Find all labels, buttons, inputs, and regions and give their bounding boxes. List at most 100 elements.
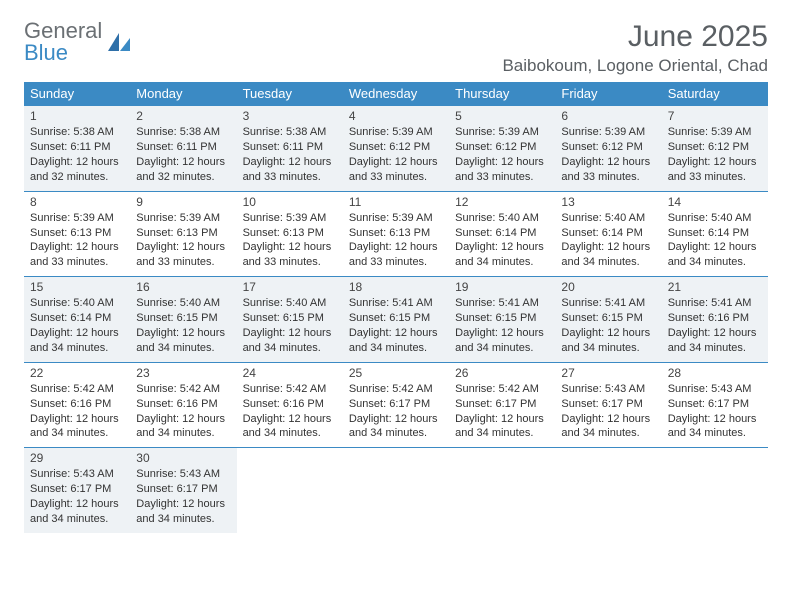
day-number: 21 [668,279,762,295]
weekday-header: Saturday [662,82,768,106]
daylight-text: Daylight: 12 hours [455,240,549,255]
daylight-text: and 33 minutes. [30,255,124,270]
day-number: 8 [30,194,124,210]
weekday-header: Friday [555,82,661,106]
sunset-text: Sunset: 6:14 PM [455,226,549,241]
calendar-day-cell: 9Sunrise: 5:39 AMSunset: 6:13 PMDaylight… [130,191,236,277]
sunset-text: Sunset: 6:15 PM [455,311,549,326]
location-subtitle: Baibokoum, Logone Oriental, Chad [502,56,768,76]
daylight-text: Daylight: 12 hours [30,497,124,512]
logo-word-blue: Blue [24,40,68,65]
day-number: 1 [30,108,124,124]
day-number: 2 [136,108,230,124]
sunrise-text: Sunrise: 5:39 AM [349,211,443,226]
daylight-text: Daylight: 12 hours [668,155,762,170]
daylight-text: and 33 minutes. [668,170,762,185]
day-number: 14 [668,194,762,210]
sunset-text: Sunset: 6:12 PM [455,140,549,155]
calendar-week-row: 15Sunrise: 5:40 AMSunset: 6:14 PMDayligh… [24,277,768,363]
sunset-text: Sunset: 6:17 PM [561,397,655,412]
day-number: 29 [30,450,124,466]
daylight-text: Daylight: 12 hours [136,497,230,512]
daylight-text: Daylight: 12 hours [243,326,337,341]
logo-text: General Blue [24,20,102,64]
day-number: 6 [561,108,655,124]
daylight-text: and 34 minutes. [243,341,337,356]
sunset-text: Sunset: 6:16 PM [136,397,230,412]
daylight-text: and 34 minutes. [349,341,443,356]
daylight-text: and 34 minutes. [136,426,230,441]
daylight-text: and 34 minutes. [136,341,230,356]
sunset-text: Sunset: 6:16 PM [243,397,337,412]
day-number: 17 [243,279,337,295]
daylight-text: and 34 minutes. [668,341,762,356]
sunset-text: Sunset: 6:17 PM [668,397,762,412]
sunset-text: Sunset: 6:14 PM [668,226,762,241]
daylight-text: Daylight: 12 hours [243,412,337,427]
sunrise-text: Sunrise: 5:38 AM [243,125,337,140]
calendar-week-row: 8Sunrise: 5:39 AMSunset: 6:13 PMDaylight… [24,191,768,277]
sunset-text: Sunset: 6:17 PM [30,482,124,497]
sunrise-text: Sunrise: 5:42 AM [136,382,230,397]
sunset-text: Sunset: 6:15 PM [561,311,655,326]
day-number: 3 [243,108,337,124]
calendar-day-cell [237,448,343,533]
day-number: 9 [136,194,230,210]
calendar-day-cell: 18Sunrise: 5:41 AMSunset: 6:15 PMDayligh… [343,277,449,363]
daylight-text: and 33 minutes. [561,170,655,185]
day-number: 5 [455,108,549,124]
weekday-header: Wednesday [343,82,449,106]
day-number: 18 [349,279,443,295]
sunrise-text: Sunrise: 5:42 AM [455,382,549,397]
daylight-text: Daylight: 12 hours [30,412,124,427]
calendar-day-cell: 23Sunrise: 5:42 AMSunset: 6:16 PMDayligh… [130,362,236,448]
day-number: 25 [349,365,443,381]
day-number: 7 [668,108,762,124]
sunrise-text: Sunrise: 5:41 AM [668,296,762,311]
sunrise-text: Sunrise: 5:42 AM [243,382,337,397]
daylight-text: Daylight: 12 hours [455,412,549,427]
calendar-day-cell: 25Sunrise: 5:42 AMSunset: 6:17 PMDayligh… [343,362,449,448]
sunset-text: Sunset: 6:17 PM [136,482,230,497]
daylight-text: Daylight: 12 hours [668,240,762,255]
sunrise-text: Sunrise: 5:38 AM [136,125,230,140]
day-number: 22 [30,365,124,381]
sunrise-text: Sunrise: 5:40 AM [561,211,655,226]
daylight-text: Daylight: 12 hours [30,240,124,255]
calendar-day-cell: 2Sunrise: 5:38 AMSunset: 6:11 PMDaylight… [130,106,236,192]
calendar-day-cell: 7Sunrise: 5:39 AMSunset: 6:12 PMDaylight… [662,106,768,192]
calendar-week-row: 29Sunrise: 5:43 AMSunset: 6:17 PMDayligh… [24,448,768,533]
daylight-text: Daylight: 12 hours [561,155,655,170]
sunrise-text: Sunrise: 5:40 AM [668,211,762,226]
sunrise-text: Sunrise: 5:41 AM [349,296,443,311]
sunrise-text: Sunrise: 5:39 AM [243,211,337,226]
sunset-text: Sunset: 6:11 PM [136,140,230,155]
daylight-text: Daylight: 12 hours [349,326,443,341]
daylight-text: Daylight: 12 hours [136,412,230,427]
sunrise-text: Sunrise: 5:43 AM [136,467,230,482]
daylight-text: Daylight: 12 hours [349,240,443,255]
sunset-text: Sunset: 6:17 PM [455,397,549,412]
daylight-text: and 33 minutes. [349,170,443,185]
daylight-text: Daylight: 12 hours [561,240,655,255]
sunrise-text: Sunrise: 5:41 AM [561,296,655,311]
daylight-text: Daylight: 12 hours [243,240,337,255]
sunset-text: Sunset: 6:16 PM [668,311,762,326]
daylight-text: and 32 minutes. [136,170,230,185]
sunrise-text: Sunrise: 5:39 AM [668,125,762,140]
daylight-text: and 34 minutes. [455,341,549,356]
daylight-text: Daylight: 12 hours [668,412,762,427]
calendar-day-cell: 12Sunrise: 5:40 AMSunset: 6:14 PMDayligh… [449,191,555,277]
calendar-day-cell: 1Sunrise: 5:38 AMSunset: 6:11 PMDaylight… [24,106,130,192]
calendar-day-cell: 5Sunrise: 5:39 AMSunset: 6:12 PMDaylight… [449,106,555,192]
sunset-text: Sunset: 6:15 PM [349,311,443,326]
calendar-week-row: 22Sunrise: 5:42 AMSunset: 6:16 PMDayligh… [24,362,768,448]
calendar-day-cell [343,448,449,533]
header-bar: General Blue June 2025 Baibokoum, Logone… [24,20,768,76]
daylight-text: and 33 minutes. [349,255,443,270]
daylight-text: Daylight: 12 hours [243,155,337,170]
daylight-text: Daylight: 12 hours [136,326,230,341]
sunset-text: Sunset: 6:15 PM [136,311,230,326]
daylight-text: Daylight: 12 hours [561,326,655,341]
day-number: 12 [455,194,549,210]
